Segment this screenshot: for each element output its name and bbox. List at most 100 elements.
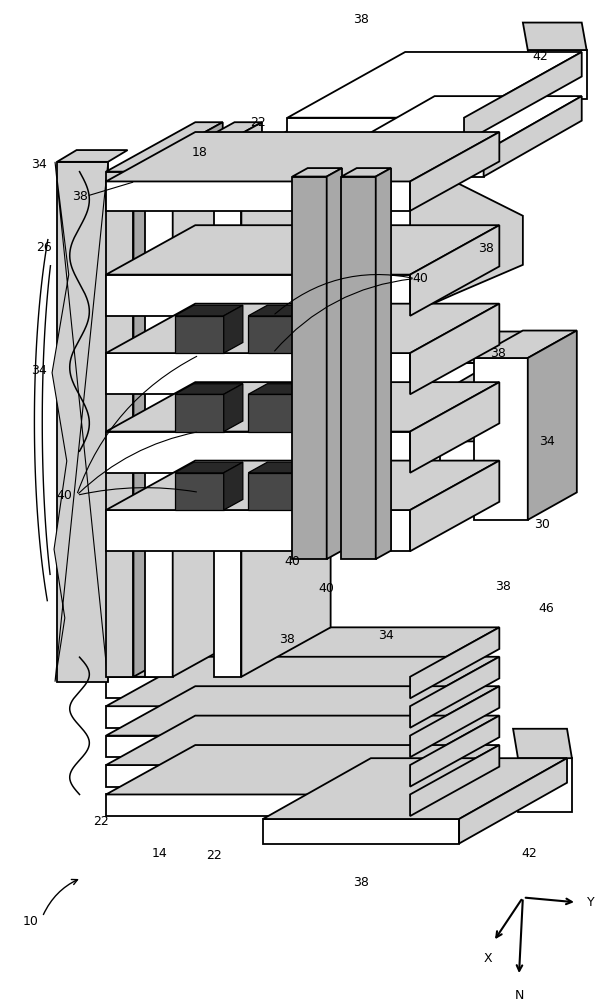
Polygon shape [263,758,567,819]
Text: 40: 40 [319,582,334,595]
Polygon shape [106,172,134,677]
Polygon shape [175,305,243,316]
Polygon shape [175,462,243,473]
Polygon shape [263,819,459,844]
Text: 14: 14 [152,847,168,860]
Polygon shape [249,316,297,353]
Text: 38: 38 [491,347,506,360]
Text: 34: 34 [32,364,47,377]
Text: 46: 46 [539,602,554,615]
Polygon shape [249,305,316,316]
Polygon shape [483,96,582,177]
Polygon shape [464,52,582,142]
Polygon shape [483,371,538,432]
Polygon shape [337,152,483,177]
Polygon shape [106,657,499,706]
Text: 10: 10 [23,915,38,928]
Polygon shape [293,168,342,177]
Polygon shape [439,410,542,441]
Text: 22: 22 [206,849,222,862]
Text: 30: 30 [535,518,551,531]
Polygon shape [474,358,528,520]
Text: 34: 34 [539,435,555,448]
Polygon shape [106,794,410,816]
Polygon shape [410,716,499,787]
Text: 38: 38 [280,633,296,646]
Polygon shape [425,402,483,432]
Polygon shape [342,177,375,559]
Polygon shape [241,122,331,677]
Polygon shape [173,122,262,677]
Polygon shape [493,449,547,510]
Polygon shape [337,96,582,152]
Polygon shape [145,172,173,677]
Polygon shape [106,745,499,794]
Polygon shape [523,23,586,50]
Polygon shape [342,168,391,177]
Polygon shape [106,677,410,698]
Polygon shape [134,122,223,677]
Polygon shape [479,332,533,392]
Polygon shape [410,363,479,392]
Polygon shape [214,122,331,172]
Polygon shape [454,449,547,481]
Polygon shape [106,122,223,172]
Text: 38: 38 [72,190,88,203]
Polygon shape [106,432,410,473]
Polygon shape [528,50,586,99]
Polygon shape [474,331,577,358]
Text: 38: 38 [477,242,493,255]
Polygon shape [106,765,410,787]
Polygon shape [249,384,316,394]
Text: 26: 26 [36,241,52,254]
Polygon shape [489,410,542,471]
Polygon shape [106,181,410,211]
Polygon shape [106,132,499,181]
Polygon shape [57,150,128,162]
Polygon shape [106,706,410,728]
Polygon shape [106,716,499,765]
Polygon shape [175,384,243,394]
Polygon shape [327,168,342,559]
Polygon shape [106,686,499,736]
Text: 42: 42 [533,50,548,63]
Polygon shape [287,52,582,118]
Polygon shape [410,745,499,816]
Polygon shape [454,481,493,510]
Polygon shape [106,461,499,510]
Polygon shape [106,225,499,275]
Text: 34: 34 [378,629,393,642]
Polygon shape [106,304,499,353]
Polygon shape [249,462,316,473]
Polygon shape [249,473,297,510]
Polygon shape [459,758,567,844]
Polygon shape [224,305,243,353]
Polygon shape [410,382,499,473]
Polygon shape [249,394,297,432]
Polygon shape [106,627,499,677]
Text: 18: 18 [191,146,207,159]
Polygon shape [106,275,410,316]
Polygon shape [513,729,572,758]
Polygon shape [410,225,499,316]
Polygon shape [175,316,224,353]
Polygon shape [410,304,499,394]
Polygon shape [297,305,316,353]
Polygon shape [145,122,262,172]
Polygon shape [224,384,243,432]
Polygon shape [297,384,316,432]
Polygon shape [106,382,499,432]
Polygon shape [52,162,108,682]
Text: 38: 38 [353,876,369,889]
Polygon shape [410,686,499,757]
Text: 40: 40 [56,489,72,502]
Polygon shape [528,331,577,520]
Polygon shape [297,462,316,510]
Text: N: N [514,989,524,1000]
Text: 42: 42 [521,847,536,860]
Polygon shape [106,510,410,551]
Polygon shape [293,177,327,559]
Text: X: X [483,952,492,965]
Polygon shape [214,172,241,677]
Text: 38: 38 [495,580,511,593]
